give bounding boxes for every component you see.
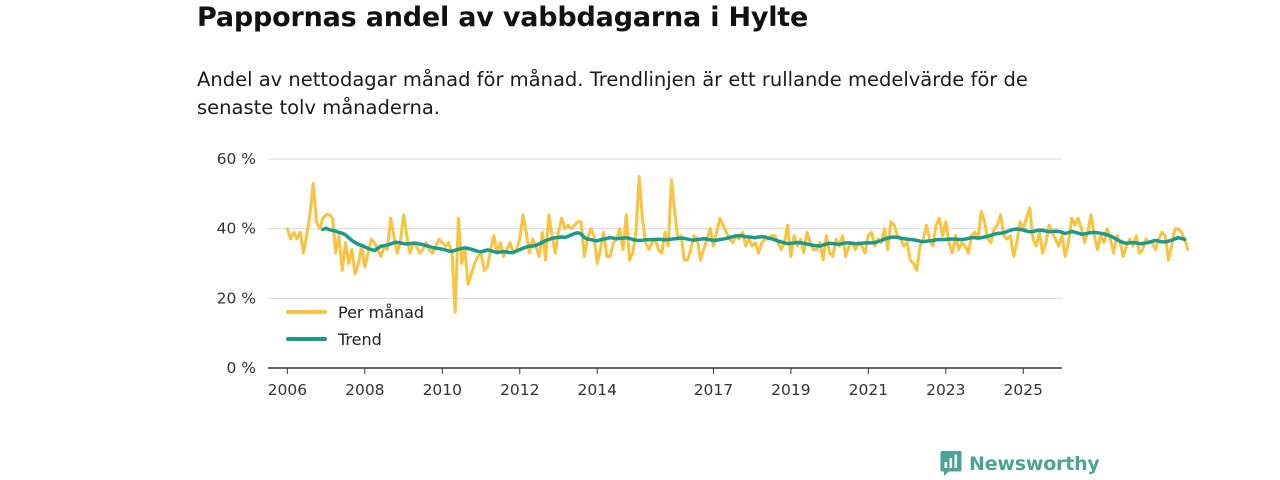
y-tick-label: 0 % <box>226 359 256 377</box>
x-tick-label: 2019 <box>771 381 810 399</box>
axes: 0 % 20 % 40 % 60 % 2006 2008 2010 2012 2014 2017 2… <box>217 150 1062 399</box>
newsworthy-logo-icon <box>940 451 962 476</box>
gridlines <box>268 158 1062 299</box>
x-tick-label: 2008 <box>345 381 384 399</box>
x-tick-label: 2021 <box>849 381 888 399</box>
y-tick-label: 40 % <box>217 220 256 238</box>
y-tick-label: 60 % <box>217 150 256 168</box>
legend-label-trend: Trend <box>337 330 382 349</box>
series <box>285 174 1190 314</box>
legend-label-per-manad: Per månad <box>338 303 424 322</box>
x-tick-label: 2006 <box>268 381 307 399</box>
x-tick-label: 2025 <box>1004 381 1043 399</box>
legend: Per månad Trend <box>286 303 424 349</box>
chart-title: Pappornas andel av vabbdagarna i Hylte <box>197 2 809 33</box>
x-tick-label: 2017 <box>694 381 733 399</box>
x-tick-label: 2012 <box>500 381 539 399</box>
x-tick-label: 2014 <box>577 381 616 399</box>
chart-subtitle: Andel av nettodagar månad för månad. Tre… <box>197 68 1028 119</box>
brand-logo[interactable]: Newsworthy <box>940 450 1100 478</box>
y-tick-label: 20 % <box>217 289 256 307</box>
series-line-trend <box>321 226 1187 255</box>
brand-name: Newsworthy <box>969 453 1100 475</box>
x-tick-label: 2010 <box>423 381 462 399</box>
x-tick-label: 2023 <box>926 381 965 399</box>
